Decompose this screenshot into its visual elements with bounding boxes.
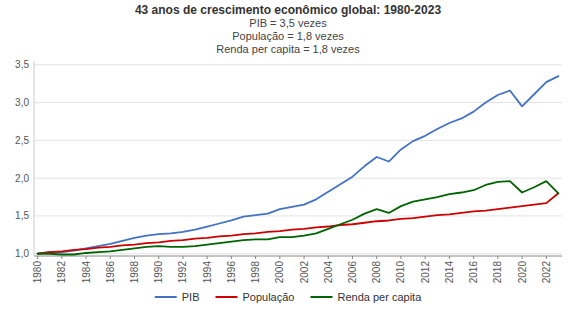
x-tick xyxy=(304,256,305,259)
x-tick xyxy=(497,256,498,259)
y-grid xyxy=(34,65,562,254)
x-tick-label: 2006 xyxy=(347,261,358,284)
grid-line xyxy=(34,64,562,65)
x-tick-label: 2018 xyxy=(492,261,503,284)
grid-line xyxy=(34,178,562,179)
legend-label: População xyxy=(242,291,294,303)
legend-swatch xyxy=(155,296,177,298)
x-tick-label: 2002 xyxy=(299,261,310,284)
x-tick-label: 1980 xyxy=(32,261,43,284)
legend-label: PIB xyxy=(182,291,200,303)
grid-line xyxy=(34,102,562,103)
grid-line xyxy=(34,215,562,216)
x-tick xyxy=(400,256,401,259)
x-tick xyxy=(182,256,183,259)
grid-line xyxy=(34,253,562,254)
x-tick-label: 2022 xyxy=(541,261,552,284)
legend-label: Renda per capita xyxy=(337,291,422,303)
legend-item: Renda per capita xyxy=(310,291,422,303)
title: 43 anos de crescimento econômico global:… xyxy=(135,3,441,17)
x-tick xyxy=(207,256,208,259)
legend-item: PIB xyxy=(155,291,200,303)
x-tick-label: 1990 xyxy=(153,261,164,284)
x-tick-label: 2004 xyxy=(323,261,334,284)
y-tick-label: 2,5 xyxy=(15,135,29,146)
subtitle-line: População = 1,8 vezes xyxy=(232,30,344,42)
y-axis-line xyxy=(34,61,35,256)
y-tick-label: 1,0 xyxy=(15,248,29,259)
x-tick xyxy=(473,256,474,259)
y-tick-label: 3,5 xyxy=(15,59,29,70)
x-tick xyxy=(376,256,377,259)
x-tick-label: 1982 xyxy=(56,261,67,284)
x-tick xyxy=(279,256,280,259)
x-tick-label: 2010 xyxy=(395,261,406,284)
x-tick xyxy=(255,256,256,259)
x-tick xyxy=(328,256,329,259)
x-tick-label: 1984 xyxy=(81,261,92,284)
legend-swatch xyxy=(215,296,237,298)
series-line xyxy=(38,76,559,254)
x-tick-label: 2016 xyxy=(468,261,479,284)
x-tick xyxy=(352,256,353,259)
chart: 43 anos de crescimento econômico global:… xyxy=(0,0,576,311)
x-tick xyxy=(425,256,426,259)
y-tick-label: 1,5 xyxy=(15,210,29,221)
series-line xyxy=(38,193,559,253)
x-tick-label: 2014 xyxy=(444,261,455,284)
x-tick xyxy=(158,256,159,259)
x-tick xyxy=(37,256,38,259)
x-tick-label: 2020 xyxy=(517,261,528,284)
x-tick-label: 2000 xyxy=(274,261,285,284)
x-tick xyxy=(522,256,523,259)
x-tick-label: 1992 xyxy=(177,261,188,284)
y-tick-label: 3,0 xyxy=(15,97,29,108)
x-tick xyxy=(449,256,450,259)
x-tick-label: 2012 xyxy=(420,261,431,284)
subtitle-line: PIB = 3,5 vezes xyxy=(249,17,327,29)
x-tick xyxy=(61,256,62,259)
legend-item: População xyxy=(215,291,294,303)
x-tick-label: 2008 xyxy=(371,261,382,284)
x-tick xyxy=(110,256,111,259)
legend: PIB População Renda per capita xyxy=(155,291,422,303)
x-tick xyxy=(86,256,87,259)
x-tick-label: 1998 xyxy=(250,261,261,284)
x-tick xyxy=(231,256,232,259)
x-tick-label: 1988 xyxy=(129,261,140,284)
x-tick-label: 1994 xyxy=(202,261,213,284)
subtitle: PIB = 3,5 vezesPopulação = 1,8 vezesRend… xyxy=(216,17,360,55)
x-tick-label: 1996 xyxy=(226,261,237,284)
x-tick xyxy=(546,256,547,259)
x-tick xyxy=(134,256,135,259)
series-line xyxy=(38,181,559,254)
y-tick-label: 2,0 xyxy=(15,173,29,184)
grid-line xyxy=(34,140,562,141)
x-axis-line xyxy=(34,256,562,257)
subtitle-line: Renda per capita = 1,8 vezes xyxy=(216,43,360,55)
legend-swatch xyxy=(310,296,332,298)
series-lines xyxy=(38,76,559,254)
x-tick-label: 1986 xyxy=(105,261,116,284)
